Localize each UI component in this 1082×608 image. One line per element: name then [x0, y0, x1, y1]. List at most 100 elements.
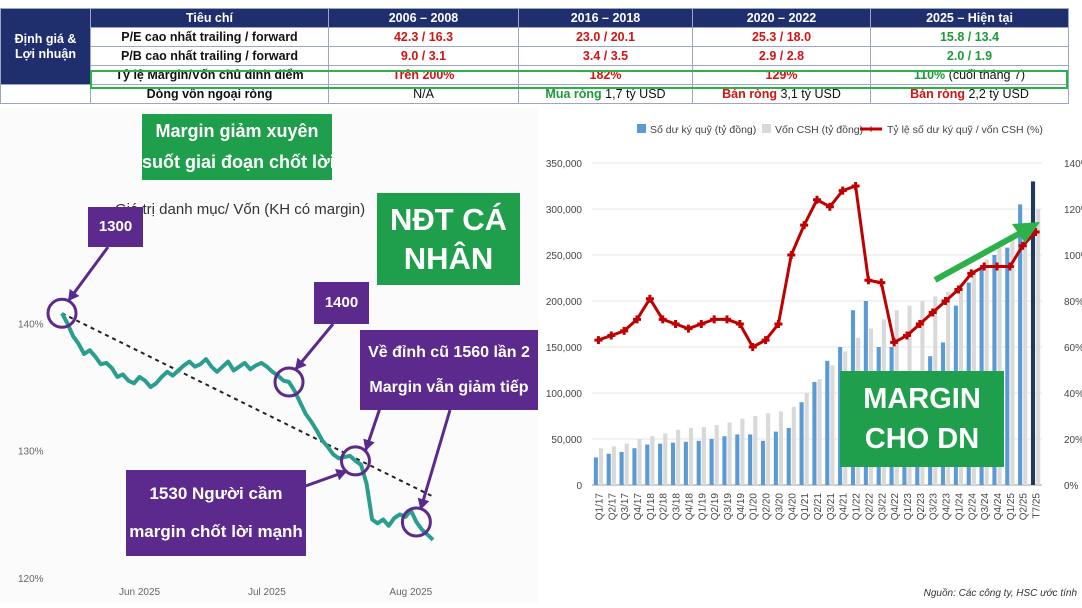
ratio-marker: [838, 186, 847, 195]
y-tick-label: 250,000: [546, 251, 583, 262]
cell-note: (cuối tháng 7): [948, 68, 1026, 82]
y2-tick-label: 80%: [1064, 297, 1082, 308]
tag-1300: 1300: [88, 207, 143, 247]
header-period-3: 2020 – 2022: [692, 8, 871, 28]
bar-equity: [611, 446, 616, 485]
legend-swatch-equity: [762, 124, 771, 133]
x-tick-label: Q3/19: [723, 493, 734, 521]
x-tick-label: Q1/25: [1006, 493, 1017, 521]
cell: 2.0 / 1.9: [870, 46, 1069, 66]
bar-margin: [645, 444, 650, 485]
x-tick-label: Q3/20: [774, 493, 785, 521]
legend: Số dư ký quỹ (tỷ đồng) Vốn CSH (tỷ đồng)…: [637, 122, 1043, 136]
ratio-marker: [748, 343, 757, 351]
x-tick-label: Q2/18: [659, 493, 670, 521]
x-tick-label: Q1/17: [594, 493, 605, 521]
y2-tick-label: 0%: [1064, 481, 1079, 492]
y-tick-label: 100,000: [546, 389, 583, 400]
y-tick-label: 200,000: [546, 297, 583, 308]
bar-equity: [650, 436, 655, 485]
valuation-table: Định giá & Lợi nhuận Tiêu chí 2006 – 200…: [0, 8, 1069, 104]
y2-tick-label: 40%: [1064, 389, 1082, 400]
x-tick-label: Q4/17: [633, 493, 644, 521]
annotation-circles: [46, 297, 432, 538]
cell-label: Bán ròng: [722, 87, 777, 101]
x-tick-label: Aug 2025: [389, 587, 432, 598]
bar-margin: [683, 441, 688, 485]
x-tick-label: Q2/17: [607, 493, 618, 521]
ratio-marker: [735, 320, 744, 328]
header-period-1: 2006 – 2008: [328, 8, 519, 28]
ratio-marker: [620, 326, 629, 335]
ratio-marker: [877, 278, 886, 287]
corporate-label-line-2: CHO DN: [864, 423, 980, 455]
bar-margin: [1005, 247, 1010, 485]
bar-equity: [753, 416, 758, 485]
row-criteria: P/E cao nhất trailing / forward: [90, 27, 329, 47]
cell-label: Bán ròng: [910, 87, 965, 101]
legend-equity: Vốn CSH (tỷ đồng): [775, 124, 863, 136]
annotation-circle: [339, 445, 371, 477]
ratio-marker: [607, 331, 616, 340]
legend-swatch-margin: [637, 124, 646, 133]
cell: Bán ròng 3,1 tỷ USD: [692, 84, 871, 104]
callout-1530-line-1: 1530 Người cầm: [149, 484, 283, 503]
ratio-marker: [787, 251, 796, 259]
trend-arrow-head: [1012, 222, 1040, 243]
x-tick-label: T7/25: [1032, 493, 1043, 519]
ratio-marker: [761, 336, 770, 345]
callout-1530-line-2: margin chốt lời mạnh: [129, 522, 303, 541]
x-tick-label: Jun 2025: [119, 587, 161, 598]
bar-equity: [598, 448, 604, 485]
ratio-marker: [697, 320, 706, 328]
ratio-marker: [941, 297, 950, 305]
annotation-arrow: [418, 409, 452, 511]
row-criteria: P/B cao nhất trailing / forward: [90, 46, 329, 66]
bar-margin: [748, 434, 753, 485]
x-tick-label: Q2/25: [1019, 493, 1030, 521]
portfolio-chart: Giá trị danh mục/ Vốn (KH có margin) 140…: [18, 201, 452, 598]
y-tick-label: 50,000: [551, 435, 582, 446]
ratio-marker: [800, 221, 809, 230]
ratio-marker: [890, 338, 899, 347]
bar-margin: [632, 448, 637, 485]
cell-value: 2,2 tỷ USD: [968, 87, 1029, 101]
y-axis: 140% 130% 120%: [18, 319, 44, 585]
bar-equity: [1036, 209, 1041, 485]
x-tick-label: Q1/20: [749, 493, 760, 521]
bar-margin: [619, 451, 624, 485]
legend-margin: Số dư ký quỹ (tỷ đồng): [650, 124, 756, 136]
y-tick-label: 140%: [18, 319, 44, 330]
bar-margin: [658, 443, 663, 485]
y2-tick-label: 140%: [1064, 159, 1082, 170]
trend-arrow: [933, 222, 1040, 283]
bar-equity: [663, 433, 668, 485]
ratio-marker: [903, 331, 911, 340]
bar-equity: [740, 418, 745, 485]
legend-ratio-marker: +: [867, 122, 874, 136]
y-tick-label: 350,000: [546, 159, 583, 170]
header-criteria: Tiêu chí: [90, 8, 329, 28]
x-tick-label: Q2/23: [916, 493, 927, 521]
annotation-arrowhead: [68, 288, 80, 302]
bar-margin: [786, 427, 791, 485]
bar-margin: [696, 440, 701, 485]
annotation-arrowhead: [363, 438, 375, 451]
x-tick-label: Q2/24: [967, 493, 978, 521]
cell: Bán ròng 2,2 tỷ USD: [870, 84, 1069, 104]
x-tick-label: Q3/21: [826, 493, 837, 521]
callout-1560: Về đỉnh cũ 1560 lần 2 Margin vẫn giảm ti…: [360, 330, 538, 410]
bar-margin: [1018, 204, 1023, 485]
banner-box: Margin giảm xuyên suốt giai đoạn chốt lờ…: [142, 114, 335, 180]
callout-1530: 1530 Người cầm margin chốt lời mạnh: [126, 470, 306, 556]
bar-margin: [773, 431, 778, 485]
x-tick-label: Jul 2025: [248, 587, 286, 598]
cell: 9.0 / 3.1: [328, 46, 519, 66]
corporate-margin-panel: Số dư ký quỹ (tỷ đồng) Vốn CSH (tỷ đồng)…: [542, 108, 1082, 603]
ratio-marker: [671, 320, 680, 328]
bar-margin: [992, 255, 997, 485]
bar-margin: [593, 457, 598, 485]
ratio-marker: [684, 324, 693, 333]
row-criteria: Dòng vốn ngoại ròng: [90, 84, 329, 104]
ratio-marker: [967, 269, 976, 278]
